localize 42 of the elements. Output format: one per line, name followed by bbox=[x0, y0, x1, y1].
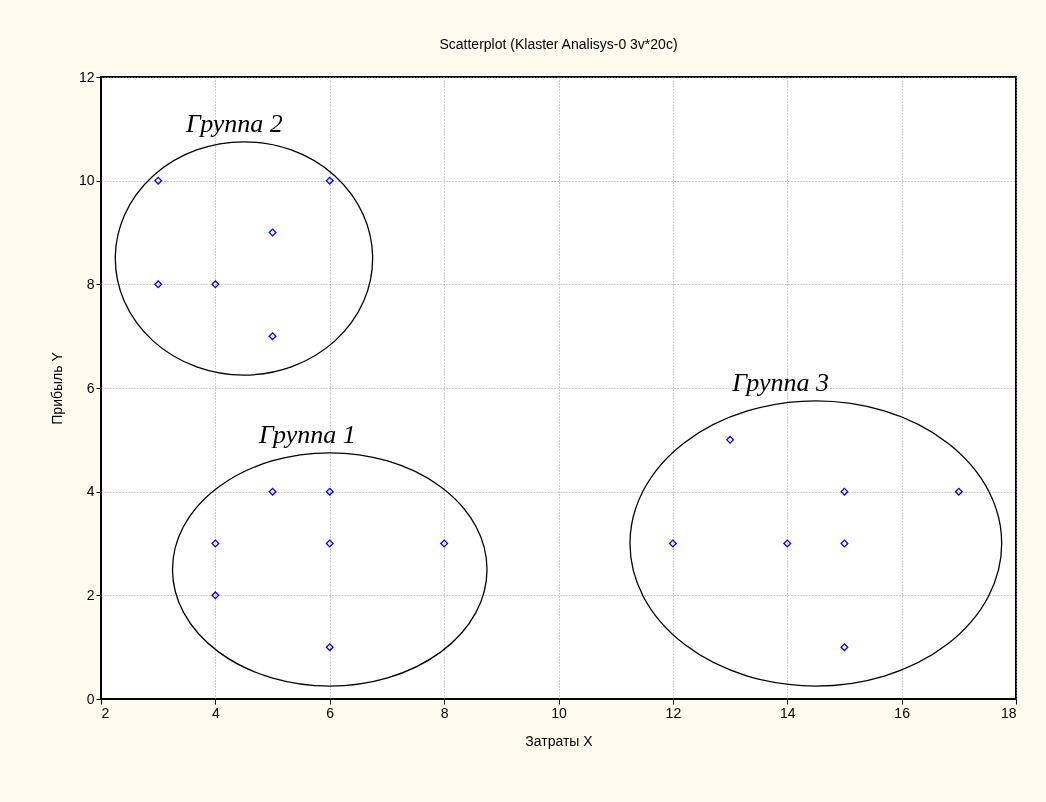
point bbox=[268, 487, 277, 496]
y-axis-title: Прибыль Y bbox=[48, 351, 65, 425]
point bbox=[325, 643, 334, 652]
point bbox=[211, 591, 220, 600]
x-tick-label: 12 bbox=[665, 704, 682, 721]
y-tick-label: 0 bbox=[86, 690, 95, 707]
point bbox=[268, 332, 277, 341]
series-label: Группа 3 bbox=[731, 367, 829, 397]
point bbox=[325, 539, 334, 548]
x-tick-label: 18 bbox=[1000, 704, 1017, 721]
x-tick-label: 16 bbox=[894, 704, 911, 721]
y-tick-label: 10 bbox=[78, 172, 95, 189]
x-tick-label: 14 bbox=[779, 704, 796, 721]
point bbox=[668, 539, 677, 548]
point bbox=[840, 539, 849, 548]
point bbox=[268, 228, 277, 237]
y-tick-label: 8 bbox=[86, 275, 95, 292]
point bbox=[211, 539, 220, 548]
point bbox=[840, 487, 849, 496]
y-tick-label: 2 bbox=[86, 586, 95, 603]
x-tick-label: 4 bbox=[211, 704, 220, 721]
point bbox=[154, 176, 163, 185]
x-tick-label: 2 bbox=[101, 704, 110, 721]
y-tick-label: 6 bbox=[86, 379, 95, 396]
point bbox=[440, 539, 449, 548]
x-tick-label: 6 bbox=[326, 704, 335, 721]
point bbox=[726, 435, 735, 444]
chart-title: Scatterplot (Klaster Analisys-0 3v*20c) bbox=[439, 36, 678, 52]
point bbox=[954, 487, 963, 496]
y-tick-label: 12 bbox=[78, 68, 95, 85]
point bbox=[783, 539, 792, 548]
point bbox=[154, 280, 163, 289]
x-tick-label: 8 bbox=[440, 704, 449, 721]
point bbox=[840, 643, 849, 652]
point bbox=[211, 280, 220, 289]
point bbox=[325, 176, 334, 185]
x-axis-title: Затраты X bbox=[525, 732, 594, 749]
y-tick-label: 4 bbox=[86, 483, 95, 500]
series-label: Группа 2 bbox=[185, 108, 283, 138]
series-label: Группа 1 bbox=[257, 419, 356, 449]
x-tick-label: 10 bbox=[551, 704, 567, 721]
point bbox=[325, 487, 334, 496]
